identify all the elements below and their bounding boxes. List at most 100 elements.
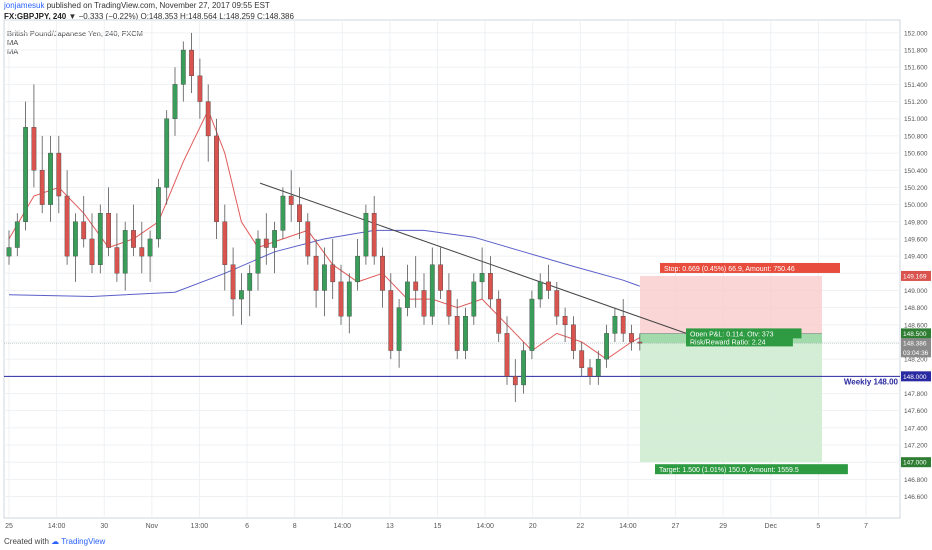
candle-body <box>255 238 261 274</box>
candle-body <box>463 316 468 351</box>
candle-body <box>31 127 37 171</box>
chart-header: jonjamesuk published on TradingView.com,… <box>4 0 294 22</box>
price-badge: 148.386 <box>903 341 927 348</box>
stop-label: Stop: 0.669 (0.45%) 66.9, Amount: 750.46 <box>664 266 795 273</box>
candle-body <box>14 221 20 248</box>
price-badge-bg <box>901 270 931 281</box>
candle-body <box>23 127 28 222</box>
candle-body <box>131 230 136 248</box>
y-tick-label: 148.200 <box>904 357 928 364</box>
stop-zone <box>640 275 822 334</box>
x-tick-label: 20 <box>529 523 537 530</box>
y-tick-label: 147.800 <box>904 391 928 398</box>
candle-body <box>39 170 45 205</box>
y-tick-label: 151.800 <box>904 48 928 55</box>
price-badge: 148.000 <box>903 374 927 381</box>
y-tick-label: 151.400 <box>904 82 928 89</box>
candle-body <box>454 316 460 351</box>
weekly-label: Weekly 148.00 <box>844 377 899 386</box>
price-badge: 148.500 <box>903 331 927 338</box>
legend-ma1: MA <box>7 38 19 47</box>
x-tick-label: Dec <box>765 523 778 530</box>
rr-label: Risk/Reward Ratio: 2.24 <box>690 339 766 346</box>
x-tick-label: 22 <box>576 523 584 530</box>
y-tick-label: 147.200 <box>904 443 928 450</box>
candle-body <box>504 333 510 377</box>
candle-body <box>579 350 585 368</box>
candle-body <box>380 255 385 291</box>
candle-body <box>512 376 518 386</box>
y-tick-label: 151.000 <box>904 116 928 123</box>
candle-body <box>388 290 394 351</box>
x-tick-label: 13:00 <box>191 523 209 530</box>
price-badge-bg <box>901 371 931 382</box>
candle-body <box>471 281 477 317</box>
candle-body <box>247 273 253 291</box>
candle-body <box>338 281 344 317</box>
candle-body <box>604 333 610 360</box>
x-tick-label: 14:00 <box>619 523 637 530</box>
candle-body <box>6 247 12 257</box>
price-badge-bg <box>901 328 931 339</box>
candle-body <box>521 350 527 386</box>
candle-body <box>355 255 360 283</box>
candle-body <box>263 238 269 248</box>
y-tick-label: 150.600 <box>904 151 928 158</box>
y-tick-label: 150.400 <box>904 168 928 175</box>
candle-body <box>205 101 211 137</box>
x-tick-label: 5 <box>816 523 820 530</box>
x-tick-label: 14:00 <box>48 523 66 530</box>
open-pnl-label: Open P&L: 0.114, Qty: 373 <box>690 331 774 338</box>
candle-body <box>413 281 419 291</box>
candle-body <box>222 221 228 265</box>
candle-body <box>147 238 153 257</box>
symbol-line: FX:GBPJPY, 240 <box>4 12 67 21</box>
price-badge: 03:04:36 <box>903 350 929 357</box>
candle-body <box>496 298 502 334</box>
candle-body <box>571 324 576 351</box>
rr-label-bg <box>686 336 793 347</box>
candle-body <box>438 264 443 291</box>
x-tick-label: Nov <box>146 523 159 530</box>
candle-body <box>305 221 311 257</box>
y-tick-label: 147.600 <box>904 408 928 415</box>
x-tick-label: 14:00 <box>334 523 352 530</box>
y-tick-label: 149.400 <box>904 254 928 261</box>
x-tick-label: 27 <box>672 523 680 530</box>
x-tick-label: 14:00 <box>476 523 494 530</box>
price-badge: 149.169 <box>903 273 927 280</box>
candle-body <box>330 264 336 283</box>
y-tick-label: 147.400 <box>904 425 928 432</box>
trendline <box>259 182 695 337</box>
candle-body <box>214 135 219 222</box>
stop-label-bg <box>660 262 840 273</box>
candle-body <box>288 195 294 205</box>
candle-body <box>546 281 551 291</box>
candle-body <box>172 84 178 119</box>
target-label: Target: 1.500 (1.01%) 150.0, Amount: 155… <box>659 467 799 474</box>
candle-body <box>64 195 70 257</box>
y-tick-label: 148.600 <box>904 322 928 329</box>
legend-title: British Pound/Japanese Yen, 240, FXCM <box>7 29 143 38</box>
y-tick-label: 151.600 <box>904 65 928 72</box>
ma-fast-line <box>8 108 641 360</box>
y-tick-label: 150.800 <box>904 133 928 140</box>
candle-body <box>405 281 410 308</box>
tradingview-brand[interactable]: TradingView <box>61 537 106 546</box>
x-tick-label: 8 <box>293 523 297 530</box>
candle-body <box>446 290 452 317</box>
author-link[interactable]: jonjamesuk <box>4 1 45 10</box>
created-with-text: Created with <box>4 537 49 546</box>
y-tick-label: 146.800 <box>904 477 928 484</box>
target-zone <box>640 333 822 463</box>
candle-body <box>56 152 62 197</box>
candle-body <box>280 195 286 231</box>
y-tick-label: 148.800 <box>904 305 928 312</box>
tradingview-logo-icon: ☁ <box>51 537 60 546</box>
candle-body <box>629 333 634 343</box>
candle-body <box>272 230 277 248</box>
footer: Created with ☁ TradingView <box>4 537 105 546</box>
x-tick-label: 15 <box>434 523 442 530</box>
candle-body <box>554 290 560 317</box>
